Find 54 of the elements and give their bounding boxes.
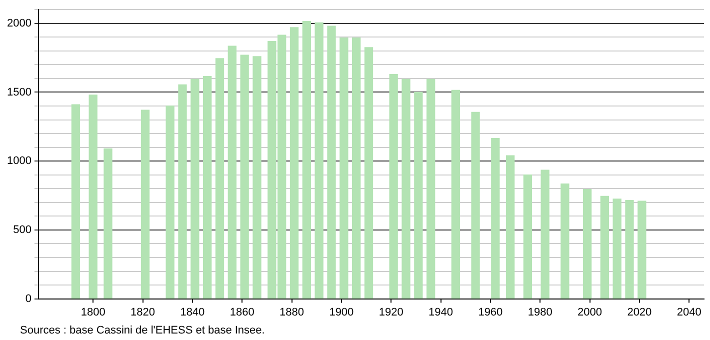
x-tick-label: 1900 xyxy=(329,306,354,318)
y-tick-label: 0 xyxy=(25,292,32,305)
x-tick-label: 1980 xyxy=(528,306,552,318)
x-tick-label: 2020 xyxy=(627,306,652,318)
y-tick-label: 2000 xyxy=(6,17,32,30)
bar xyxy=(560,183,570,299)
x-tick-label: 2000 xyxy=(578,306,602,318)
bar xyxy=(140,110,150,299)
bar xyxy=(203,76,212,299)
y-tick-label: 500 xyxy=(13,224,32,236)
bar xyxy=(352,38,361,299)
bar xyxy=(215,58,224,299)
bar xyxy=(540,170,550,299)
bar xyxy=(402,78,410,299)
x-tick-label: 1940 xyxy=(428,306,454,318)
bar xyxy=(314,22,324,299)
bar xyxy=(389,74,398,299)
bar xyxy=(104,148,112,299)
bar xyxy=(414,92,423,299)
bar xyxy=(252,56,262,299)
bar xyxy=(166,106,174,299)
bar xyxy=(240,54,249,299)
x-tick-label: 1840 xyxy=(180,306,205,318)
bar xyxy=(190,78,200,299)
x-tick-label: 1820 xyxy=(130,306,156,318)
bar xyxy=(471,112,480,299)
bar xyxy=(523,174,532,299)
bar xyxy=(625,200,634,299)
bar xyxy=(327,26,336,299)
y-tick-label: 1500 xyxy=(6,86,32,98)
bar xyxy=(612,198,622,299)
bar xyxy=(88,94,98,299)
x-tick-label: 1860 xyxy=(230,306,254,318)
x-tick-label: 1920 xyxy=(378,306,404,318)
x-tick-label: 1960 xyxy=(478,306,503,318)
bar xyxy=(302,20,311,299)
x-tick-label: 2040 xyxy=(676,306,702,318)
bar xyxy=(600,196,609,299)
bar xyxy=(71,104,80,299)
bar xyxy=(506,155,515,299)
bar xyxy=(491,138,500,299)
bar xyxy=(228,46,236,299)
bar xyxy=(290,27,299,299)
bar xyxy=(340,38,348,299)
bar xyxy=(426,78,436,299)
x-tick-label: 1800 xyxy=(80,306,106,318)
bar xyxy=(364,47,374,299)
y-tick-label: 1000 xyxy=(6,155,32,168)
bar xyxy=(582,188,592,299)
bar xyxy=(178,84,187,299)
bar xyxy=(638,200,646,299)
x-tick-label: 1880 xyxy=(280,306,304,318)
source-note: Sources : base Cassini de l'EHESS et base Insee. xyxy=(20,324,265,337)
bar xyxy=(451,90,460,299)
